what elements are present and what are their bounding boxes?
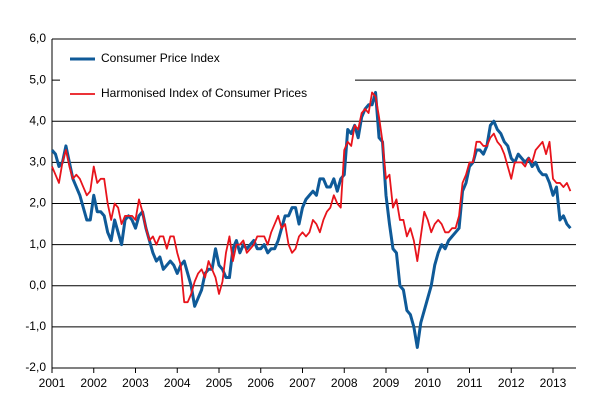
x-tick-label: 2004 (164, 376, 191, 390)
y-tick-label: 6,0 (29, 31, 46, 45)
y-tick-label: 0,0 (29, 278, 46, 292)
x-tick-label: 2007 (289, 376, 316, 390)
x-tick-label: 2001 (39, 376, 66, 390)
y-tick-label: -2,0 (25, 360, 46, 374)
x-tick-label: 2013 (540, 376, 567, 390)
x-tick-label: 2005 (206, 376, 233, 390)
x-tick-label: 2009 (373, 376, 400, 390)
legend-label: Harmonised Index of Consumer Prices (101, 86, 307, 100)
y-tick-label: 4,0 (29, 113, 46, 127)
y-tick-label: 2,0 (29, 196, 46, 210)
x-tick-label: 2006 (247, 376, 274, 390)
x-tick-label: 2011 (457, 376, 483, 390)
y-tick-label: 1,0 (29, 237, 46, 251)
x-tick-label: 2010 (414, 376, 441, 390)
x-tick-label: 2012 (498, 376, 525, 390)
x-tick-label: 2008 (331, 376, 358, 390)
legend-label: Consumer Price Index (101, 51, 220, 65)
x-tick-label: 2003 (122, 376, 149, 390)
legend-box (60, 44, 355, 114)
series-line (51, 91, 572, 304)
y-tick-label: -1,0 (25, 319, 46, 333)
series-line (50, 90, 572, 349)
x-tick-label: 2002 (80, 376, 107, 390)
y-tick-label: 5,0 (29, 72, 46, 86)
y-tick-label: 3,0 (29, 155, 46, 169)
